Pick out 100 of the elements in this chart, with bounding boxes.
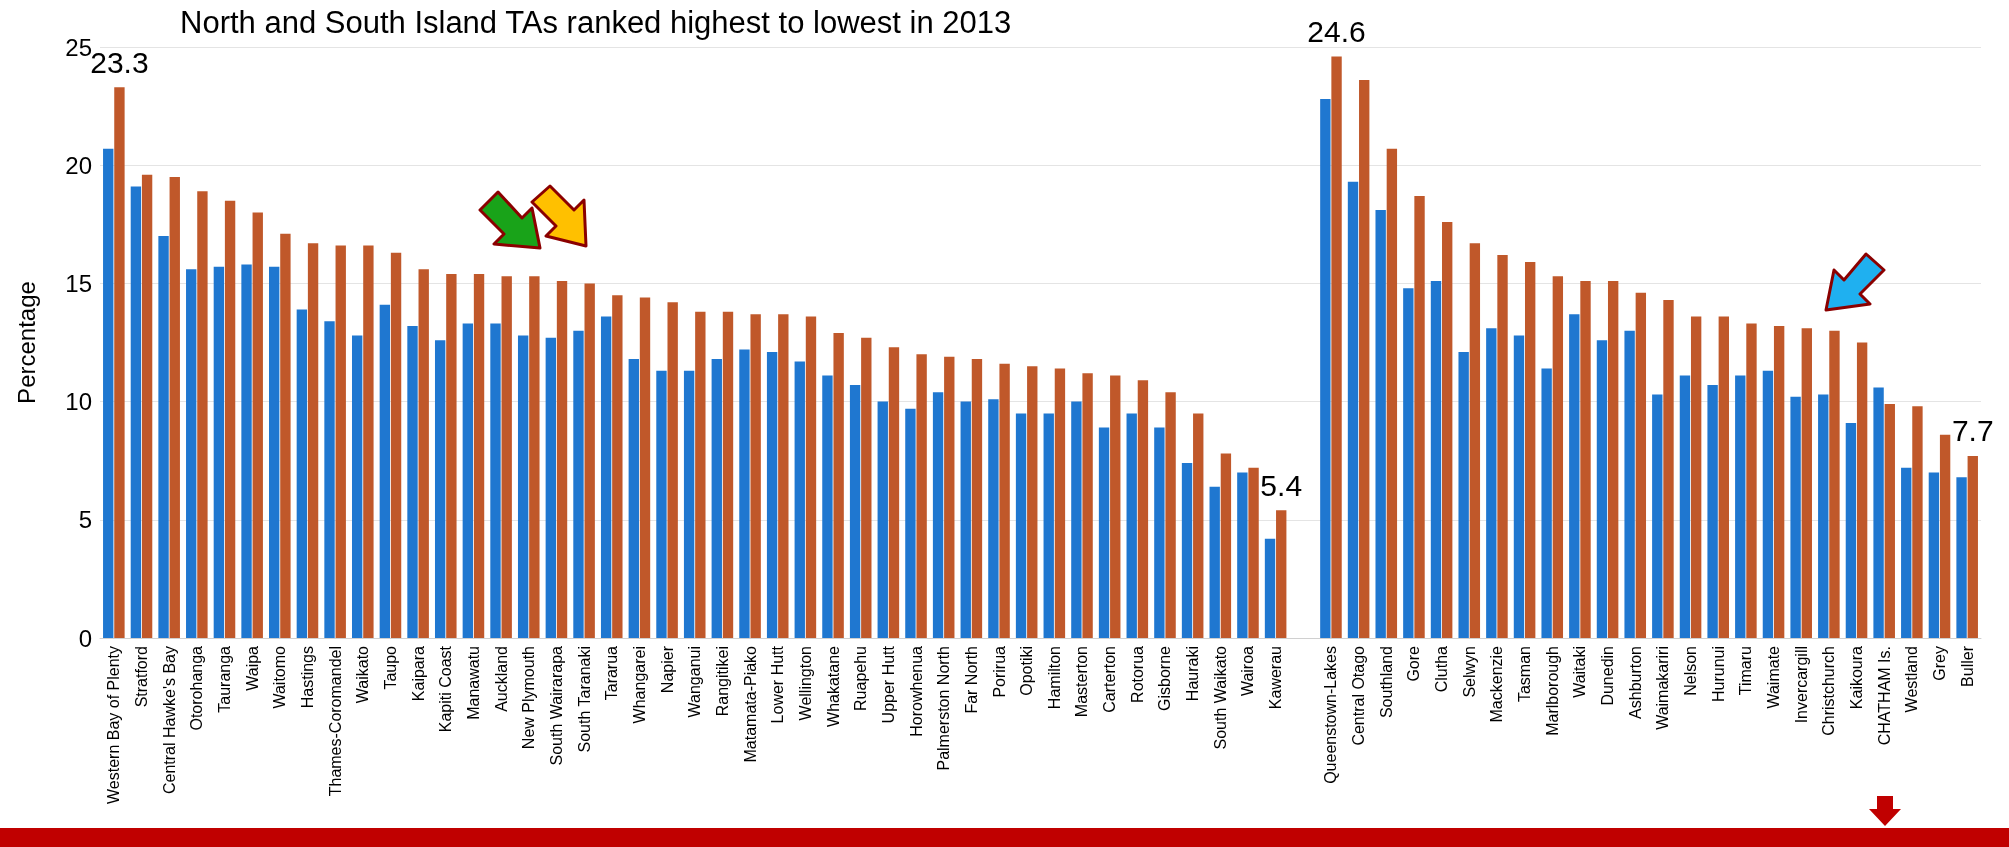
y-tick-label: 15 [65, 269, 92, 297]
bar [628, 359, 639, 638]
bar [739, 349, 750, 638]
bar [999, 363, 1010, 638]
bar [1829, 330, 1840, 638]
bar [1541, 368, 1552, 638]
bar [1458, 351, 1469, 638]
bar [805, 316, 817, 638]
bar [446, 273, 457, 638]
bar [490, 323, 501, 638]
bar [861, 337, 872, 638]
bar [794, 361, 805, 638]
x-tick-label: Gisborne [1156, 645, 1174, 711]
x-tick-label: Carterton [1101, 646, 1119, 713]
bar [280, 233, 291, 638]
bar [1801, 328, 1812, 638]
bar [1264, 538, 1276, 638]
bar [241, 264, 252, 638]
x-tick-label: Whakatane [824, 645, 842, 727]
bar [1873, 387, 1884, 638]
y-axis-title: Percentage [12, 281, 40, 404]
bar [1497, 255, 1508, 638]
bar [1414, 195, 1425, 638]
bar [1347, 181, 1359, 638]
bar [434, 340, 446, 638]
bar [418, 269, 429, 638]
bar [1690, 316, 1702, 638]
x-tick-label: Auckland [492, 646, 510, 712]
bar [324, 321, 335, 638]
x-tick-label: Tauranga [215, 645, 233, 713]
data-label: 7.7 [1951, 414, 1994, 448]
bar [916, 354, 927, 638]
bar [1856, 342, 1868, 638]
x-tick-label: Ruapehu [852, 646, 870, 711]
x-tick-label: Tasman [1516, 646, 1534, 703]
bar [1956, 477, 1967, 638]
bar [971, 359, 983, 638]
x-tick-label: Far North [962, 646, 980, 714]
bar [1375, 210, 1386, 638]
bar [269, 266, 280, 638]
bar [1386, 148, 1398, 638]
bar [462, 323, 474, 638]
bar [252, 212, 263, 638]
bar [849, 385, 861, 638]
bar [213, 266, 225, 638]
bar [1165, 392, 1176, 638]
bar [1027, 366, 1038, 638]
bar [656, 370, 667, 638]
x-tick-label: Thames-Coromandel [326, 646, 344, 797]
bar [1137, 380, 1149, 638]
x-tick-label: Horowhenua [907, 645, 925, 737]
bar [600, 316, 612, 638]
x-tick-label: Opotiki [1018, 646, 1036, 696]
data-label: 24.6 [1307, 14, 1366, 48]
bar [1525, 262, 1536, 638]
bar [130, 186, 142, 638]
bar [1901, 467, 1912, 638]
bar [1746, 323, 1757, 638]
x-tick-label: Kapiti Coast [437, 645, 455, 733]
bar [335, 245, 346, 638]
bar [1237, 472, 1248, 638]
x-tick-label: Upper Hutt [879, 645, 897, 724]
bar [1967, 455, 1978, 638]
bar [1430, 281, 1442, 638]
x-tick-label: Waimakariri [1654, 646, 1672, 730]
x-tick-label: Waimate [1765, 645, 1783, 709]
bar [1098, 427, 1110, 638]
bar [1442, 221, 1453, 638]
bar [1486, 328, 1497, 638]
x-tick-label: Central Hawke's Bay [160, 646, 178, 794]
bar [1569, 314, 1580, 638]
bar [407, 325, 418, 638]
x-tick-label: Wairoa [1239, 645, 1257, 697]
bar [1082, 373, 1093, 638]
x-tick-label: Timaru [1737, 646, 1755, 696]
bar [1126, 413, 1137, 638]
bar [1220, 453, 1232, 638]
y-tick-label: 0 [78, 624, 92, 652]
bar [1248, 467, 1259, 638]
bar [905, 408, 916, 638]
bar [1652, 394, 1663, 638]
bar [363, 245, 374, 638]
bar [1403, 288, 1414, 638]
x-tick-label: Masterton [1073, 646, 1091, 718]
x-tick-label: Stratford [132, 646, 150, 708]
bar [1181, 463, 1193, 638]
x-tick-label: Buller [1958, 645, 1976, 687]
bar [822, 375, 833, 638]
bar [932, 392, 944, 638]
bar [1912, 406, 1923, 638]
x-tick-label: Hamilton [1045, 646, 1063, 710]
x-tick-label: Mackenzie [1488, 645, 1506, 723]
chart-title: North and South Island TAs ranked highest to lowest in 2013 [180, 5, 1012, 40]
x-tick-label: Christchurch [1820, 646, 1838, 736]
x-tick-label: Wanganui [686, 646, 704, 718]
bar [639, 297, 651, 638]
bar [766, 351, 778, 638]
bar [612, 295, 623, 638]
bar [1320, 99, 1331, 638]
bar [1071, 401, 1082, 638]
